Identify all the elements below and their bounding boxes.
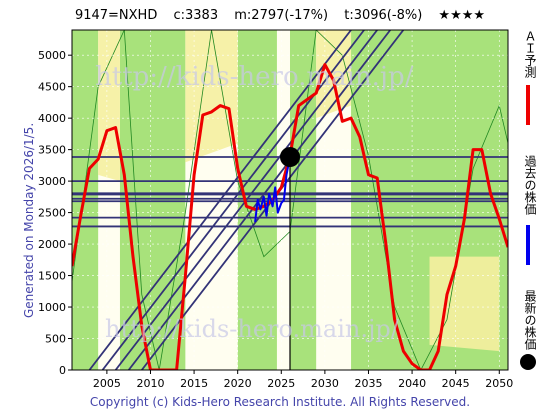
x-tick-label: 2050 [485,377,513,390]
yellow-band [429,256,500,352]
target-price-label: t:3096(-8%) [344,8,423,23]
y-tick-label: 2500 [38,207,66,220]
generated-date-label: Generated on Monday 2026/1/5. [22,122,36,318]
ticker-label: 9147=NXHD [74,8,158,23]
legend: ＡＩ予測 過去の株価 最新の株価 [516,30,546,390]
grid [72,30,508,371]
past-series-line [254,156,291,223]
y-tick-label: 4500 [38,81,66,94]
yellow-band [185,30,238,163]
legend-latest-dot [520,354,536,370]
x-tick-label: 2005 [93,377,121,390]
chart-header: 9147=NXHD c:3383 m:2797(-17%) t:3096(-8%… [0,8,560,23]
x-tick-label: 2025 [267,377,295,390]
legend-latest-price: 最新の株価 [523,290,537,350]
y-tick-label: 2000 [38,238,66,251]
copyright-notice: Copyright (c) Kids-Hero Research Institu… [89,395,471,409]
mid-price-label: m:2797(-17%) [234,8,329,23]
legend-forecast-swatch [526,85,530,125]
y-tick-label: 1000 [38,301,66,314]
x-tick-label: 2040 [398,377,426,390]
channel-line [101,30,365,370]
channel-line [127,30,391,370]
current-price-label: c:3383 [173,8,219,23]
latest-price-point [280,146,300,167]
y-tick-label: 500 [45,333,66,346]
y-tick-label: 1500 [38,270,66,283]
watermark-bottom: http://kids-hero.main.jp/ [105,315,400,343]
y-tick-label: 3500 [38,144,66,157]
legend-past-swatch [526,225,530,265]
x-tick-label: 2020 [224,377,252,390]
yellow-band [98,30,120,182]
rating-stars: ★★★★ [438,8,486,23]
x-tick-label: 2015 [180,377,208,390]
y-axis-ticks: 0 500 1000 1500 2000 2500 3000 3500 4000 4500 5000 [38,49,72,377]
x-tick-label: 2030 [311,377,339,390]
legend-ai-forecast: ＡＩ予測 [523,30,537,78]
x-tick-label: 2035 [354,377,382,390]
y-tick-label: 4000 [38,112,66,125]
watermark-top: http://kids-hero.main.jp/ [95,62,414,92]
legend-past-price: 過去の株価 [523,155,537,215]
axes [71,29,509,371]
channel-line [88,30,352,370]
x-tick-label: 2045 [442,377,470,390]
x-tick-label: 2010 [136,377,164,390]
y-tick-label: 5000 [38,49,66,62]
series-lines [72,63,508,370]
forecast-series-line [72,63,508,370]
y-tick-label: 0 [59,364,66,377]
x-axis-ticks: 2005 2010 2015 2020 2025 2030 2035 2040 2045 2050 [93,370,513,390]
y-tick-label: 3000 [38,175,66,188]
